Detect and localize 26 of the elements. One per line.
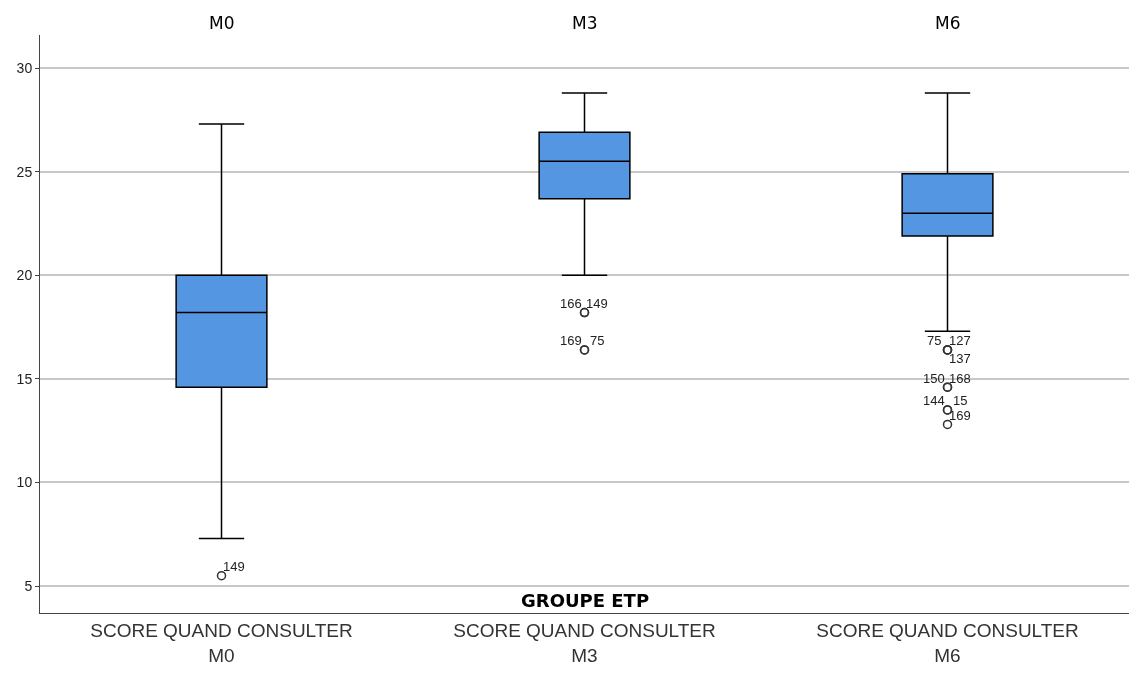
annotation: 15	[953, 393, 968, 408]
y-tick-label: 15	[16, 370, 33, 387]
annotation: 137	[949, 351, 971, 366]
y-tick-label: 30	[16, 60, 33, 77]
x-tick-label: SCORE QUAND CONSULTER M3	[453, 619, 716, 666]
annotation: 168	[949, 371, 971, 386]
annotation: 169	[560, 333, 582, 348]
y-tick-label: 10	[16, 474, 33, 491]
x-tick-label: SCORE QUAND CONSULTER M0	[90, 619, 353, 666]
annotation: 166	[560, 296, 582, 311]
annotation: 75	[590, 333, 605, 348]
y-tick-label: 20	[16, 267, 33, 284]
annotation: 127	[949, 333, 971, 348]
y-tick-label: 5	[24, 577, 33, 594]
y-tick-label: 25	[16, 163, 33, 180]
text: M0	[209, 13, 235, 33]
annotation: 169	[949, 408, 971, 423]
annotation: 149	[223, 559, 245, 574]
text: M6	[935, 13, 961, 33]
annotation: 144	[923, 393, 945, 408]
annotation: 75	[927, 333, 942, 348]
text: M3	[572, 13, 598, 33]
x-tick-label: SCORE QUAND CONSULTER M6	[816, 619, 1079, 666]
annotation: 149	[586, 296, 608, 311]
annotation: 150	[923, 371, 945, 386]
text: GROUPE ETP	[521, 590, 650, 611]
